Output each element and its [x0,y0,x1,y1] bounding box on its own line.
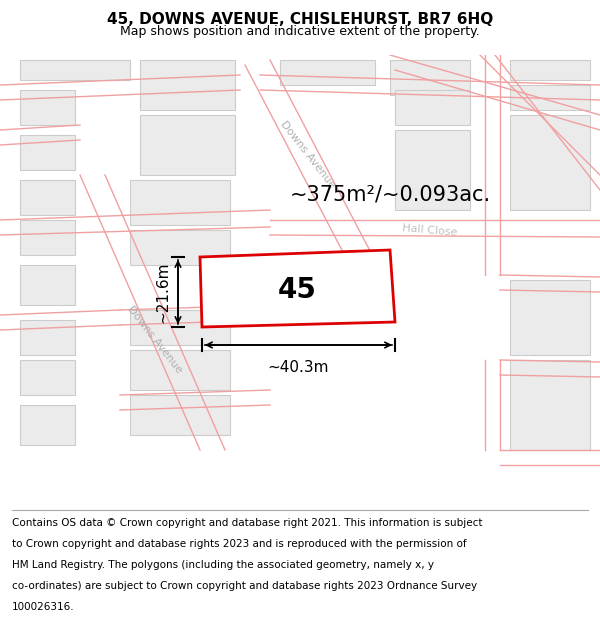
Text: Downs Avenue: Downs Avenue [279,119,337,191]
Text: ~40.3m: ~40.3m [268,360,329,375]
Text: ~21.6m: ~21.6m [155,261,170,322]
Polygon shape [20,360,75,395]
Text: 45: 45 [278,276,316,304]
Polygon shape [130,350,230,390]
Polygon shape [510,85,590,110]
Polygon shape [510,360,590,450]
Polygon shape [130,180,230,225]
Text: Contains OS data © Crown copyright and database right 2021. This information is : Contains OS data © Crown copyright and d… [12,518,482,528]
Polygon shape [510,280,590,355]
Text: 100026316.: 100026316. [12,602,74,612]
Polygon shape [395,90,470,125]
Polygon shape [280,60,375,85]
Text: Hall Close: Hall Close [402,222,458,238]
Polygon shape [140,60,235,110]
Text: ~375m²/~0.093ac.: ~375m²/~0.093ac. [289,185,491,205]
Polygon shape [390,60,470,95]
Polygon shape [20,180,75,215]
Polygon shape [510,60,590,80]
Text: co-ordinates) are subject to Crown copyright and database rights 2023 Ordnance S: co-ordinates) are subject to Crown copyr… [12,581,477,591]
Polygon shape [20,135,75,170]
Polygon shape [20,60,130,80]
Polygon shape [130,230,230,265]
Text: Map shows position and indicative extent of the property.: Map shows position and indicative extent… [120,26,480,39]
Polygon shape [20,320,75,355]
Polygon shape [510,115,590,210]
Text: Downs Avenue: Downs Avenue [126,304,184,376]
Polygon shape [20,220,75,255]
Polygon shape [395,130,470,210]
Polygon shape [130,395,230,435]
Polygon shape [200,250,395,327]
Text: 45, DOWNS AVENUE, CHISLEHURST, BR7 6HQ: 45, DOWNS AVENUE, CHISLEHURST, BR7 6HQ [107,12,493,27]
Polygon shape [130,310,230,345]
Polygon shape [140,115,235,175]
Text: to Crown copyright and database rights 2023 and is reproduced with the permissio: to Crown copyright and database rights 2… [12,539,467,549]
Polygon shape [20,405,75,445]
Text: HM Land Registry. The polygons (including the associated geometry, namely x, y: HM Land Registry. The polygons (includin… [12,560,434,570]
Polygon shape [20,90,75,125]
Polygon shape [20,265,75,305]
